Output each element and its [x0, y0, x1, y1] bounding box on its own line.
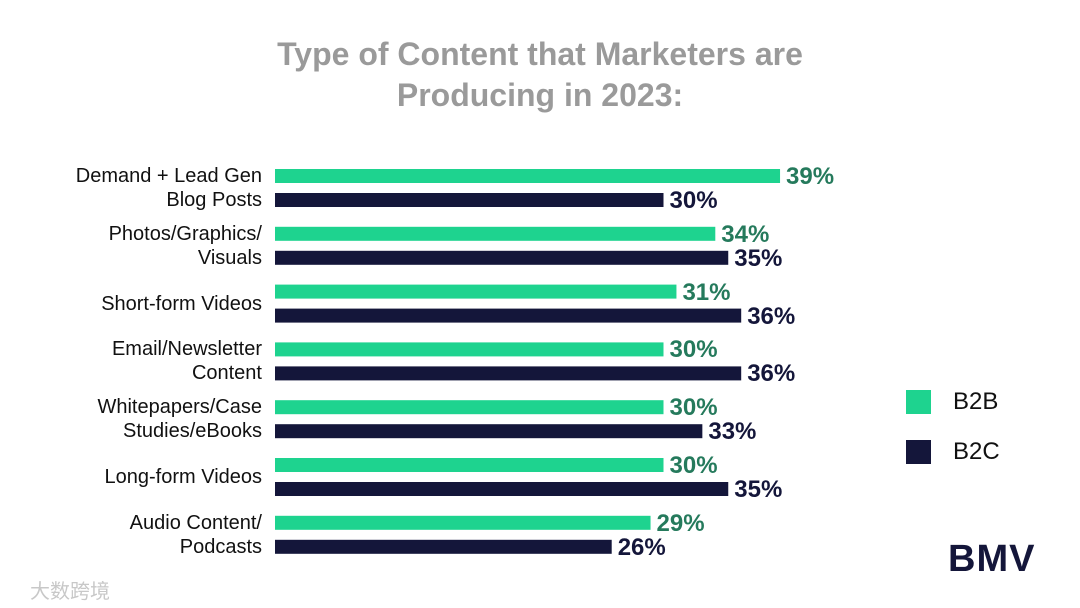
bar — [275, 458, 664, 472]
category-label: Long-form Videos — [104, 466, 263, 488]
bar — [275, 342, 664, 357]
bar — [275, 366, 742, 381]
value-label: 30% — [669, 336, 718, 364]
value-label: 26% — [617, 533, 666, 561]
bar — [275, 284, 677, 299]
value-label: 30% — [669, 394, 718, 422]
legend-label: B2B — [953, 388, 999, 415]
category-label: Email/Newsletter Content — [111, 338, 262, 385]
bar — [275, 250, 729, 265]
category-label: Short-form Videos — [101, 292, 262, 315]
bar — [275, 515, 651, 530]
category-label: Whitepapers/Case Studies/eBooks — [97, 396, 262, 443]
legend-swatch — [906, 440, 931, 464]
bar — [275, 400, 664, 415]
category-label: Demand + Lead Gen Blog Posts — [75, 165, 262, 211]
value-label: 36% — [747, 302, 796, 330]
bar — [275, 226, 716, 241]
watermark: 大数跨境 — [30, 581, 110, 603]
category-label: Audio Content/ Podcasts — [129, 511, 262, 558]
value-label: 29% — [656, 509, 705, 537]
bar — [275, 308, 742, 323]
logo: BMV — [948, 538, 1036, 580]
legend-label: B2C — [953, 438, 1000, 465]
value-label: 30% — [669, 452, 718, 479]
legend-swatch — [906, 390, 931, 414]
value-label: 33% — [708, 418, 757, 446]
bar — [275, 424, 703, 439]
bar — [275, 169, 781, 183]
value-label: 34% — [721, 220, 770, 248]
chart-title: Type of Content that Marketers are Produ… — [277, 36, 803, 113]
bar — [275, 193, 664, 207]
bar — [275, 539, 612, 554]
bar — [275, 482, 729, 496]
value-label: 35% — [734, 244, 783, 272]
value-label: 36% — [747, 360, 796, 388]
value-label: 39% — [786, 163, 835, 190]
value-label: 35% — [734, 476, 783, 503]
value-label: 31% — [682, 278, 731, 306]
value-label: 30% — [669, 187, 718, 214]
category-label: Photos/Graphics/ Visuals — [108, 222, 262, 269]
